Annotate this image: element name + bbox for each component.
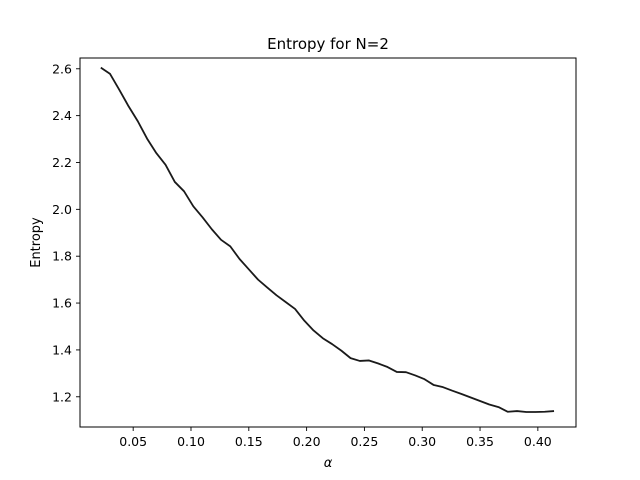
y-tick-label: 1.2 (52, 389, 72, 404)
x-tick-label: 0.30 (408, 434, 436, 449)
series-line-0 (100, 66, 555, 413)
x-tick-label: 0.10 (177, 434, 205, 449)
y-tick-label: 1.6 (52, 296, 72, 311)
x-tick-label: 0.20 (293, 434, 321, 449)
x-tick-label: 0.25 (350, 434, 378, 449)
y-tick-label: 2.6 (52, 61, 72, 76)
chart-title: Entropy for N=2 (267, 35, 389, 53)
y-tick-label: 1.4 (52, 342, 72, 357)
y-axis-title: Entropy (29, 217, 44, 268)
x-tick-label: 0.35 (466, 434, 494, 449)
y-tick-label: 2.0 (52, 202, 72, 217)
plot-frame (79, 57, 577, 428)
y-axis: 1.2 1.4 1.6 1.8 2.0 2.2 2.4 2.6 (52, 61, 80, 404)
plot-area (100, 66, 555, 413)
x-axis: 0.05 0.10 0.15 0.20 0.25 0.30 0.35 0.40 (119, 427, 552, 449)
x-axis-title: α (324, 456, 333, 471)
x-tick-label: 0.40 (524, 434, 552, 449)
y-tick-label: 1.8 (52, 249, 72, 264)
y-tick-label: 2.4 (52, 108, 72, 123)
x-tick-label: 0.05 (119, 434, 147, 449)
y-tick-label: 2.2 (52, 155, 72, 170)
x-tick-label: 0.15 (235, 434, 263, 449)
